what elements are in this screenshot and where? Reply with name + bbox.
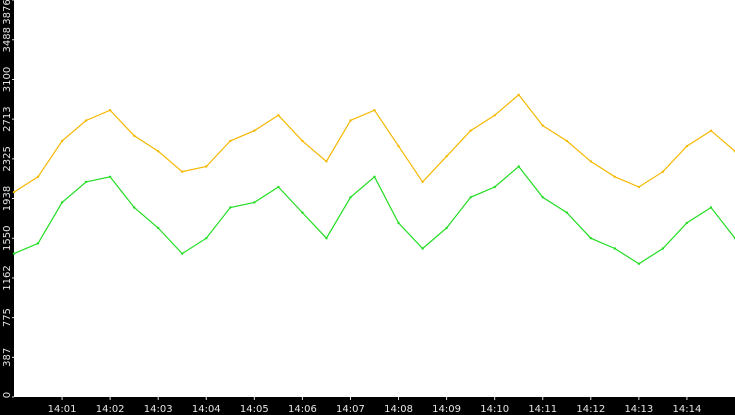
y-tick-label: 1162 [2, 265, 13, 290]
series-1-point [469, 196, 472, 199]
series-1-point [709, 206, 713, 209]
series-1-point [36, 242, 40, 245]
series-0-point [445, 155, 448, 158]
series-0-point [493, 114, 496, 117]
y-tick-label: 2713 [2, 106, 13, 131]
series-0-point [277, 114, 280, 117]
y-tick-label: 1938 [2, 186, 13, 211]
series-0-point [205, 165, 208, 168]
series-1-point [325, 237, 328, 240]
series-0-point [565, 139, 568, 143]
series-1-point [60, 201, 64, 204]
series-0-point [397, 144, 400, 148]
x-tick-label: 14:12 [576, 404, 605, 415]
y-tick-label: 775 [2, 308, 13, 327]
x-tick-label: 14:13 [624, 404, 653, 415]
series-0-point [613, 175, 616, 178]
series-0-point [541, 124, 544, 127]
series-1-point [661, 247, 665, 250]
series-1-point [229, 206, 232, 209]
series-1-point [108, 175, 112, 178]
series-1-point [181, 252, 184, 255]
x-tick-label: 14:02 [96, 404, 125, 415]
y-tick-label: 3488 [2, 27, 13, 52]
series-0-point [12, 190, 16, 194]
series-1-point [589, 237, 592, 240]
x-tick-label: 14:03 [144, 404, 173, 415]
plot-background [14, 0, 735, 397]
series-0-point [36, 175, 40, 178]
series-0-point [84, 119, 88, 122]
series-1-point [637, 262, 641, 265]
y-axis: 0 387 775 1162 1550 1938 2325 2713 3100 3488 3876 [2, 0, 14, 398]
series-0-point [469, 129, 472, 132]
series-0-point [349, 119, 352, 122]
series-1-point [445, 226, 448, 230]
series-1-point [301, 211, 304, 214]
series-0-point [637, 185, 641, 189]
x-tick-label: 14:14 [673, 404, 702, 415]
x-tick-label: 14:09 [432, 404, 461, 415]
series-1-point [205, 237, 208, 240]
series-1-point [12, 252, 16, 255]
series-0-point [373, 109, 376, 112]
series-1-point [493, 185, 496, 189]
x-tick-label: 14:06 [288, 404, 317, 415]
series-0-point [709, 129, 713, 132]
y-tick-label: 3876 [2, 0, 13, 25]
series-0-point [60, 139, 64, 143]
series-1-point [133, 206, 136, 209]
y-tick-label: 387 [2, 348, 13, 367]
x-tick-label: 14:01 [48, 404, 77, 415]
series-0-point [685, 144, 689, 148]
x-tick-label: 14:04 [192, 404, 221, 415]
series-1-point [421, 247, 424, 250]
series-0-point [589, 160, 592, 163]
series-1-point [565, 211, 568, 214]
x-tick-label: 14:08 [384, 404, 413, 415]
y-tick-label: 2325 [2, 146, 13, 171]
series-0-point [301, 139, 304, 143]
series-0-point [517, 93, 520, 97]
x-tick-label: 14:10 [480, 404, 509, 415]
series-1-point [613, 247, 616, 250]
x-tick-label: 14:11 [528, 404, 557, 415]
series-1-point [685, 221, 689, 225]
series-0-point [133, 134, 136, 137]
series-1-point [397, 221, 400, 225]
series-0-point [157, 150, 160, 153]
series-1-point [157, 226, 160, 230]
series-1-point [349, 196, 352, 199]
x-axis: 14:01 14:02 14:03 14:04 14:05 14:06 14:07 14:08… [48, 397, 702, 415]
series-1-point [253, 201, 256, 204]
y-tick-label: 1550 [2, 226, 13, 251]
series-1-point [517, 165, 520, 168]
series-0-point [229, 139, 232, 143]
series-0-point [421, 180, 424, 184]
y-tick-label: 0 [2, 392, 13, 398]
series-0-point [661, 170, 665, 173]
x-tick-label: 14:05 [240, 404, 269, 415]
series-1-point [373, 175, 376, 178]
series-0-point [325, 160, 328, 163]
series-0-point [108, 109, 112, 112]
series-0-point [181, 170, 184, 173]
series-layer [12, 93, 735, 265]
y-tick-label: 3100 [2, 67, 13, 92]
series-0-point [253, 129, 256, 132]
series-1-point [541, 196, 544, 199]
x-tick-label: 14:07 [336, 404, 365, 415]
series-1-point [277, 185, 280, 189]
series-1-point [84, 180, 88, 184]
